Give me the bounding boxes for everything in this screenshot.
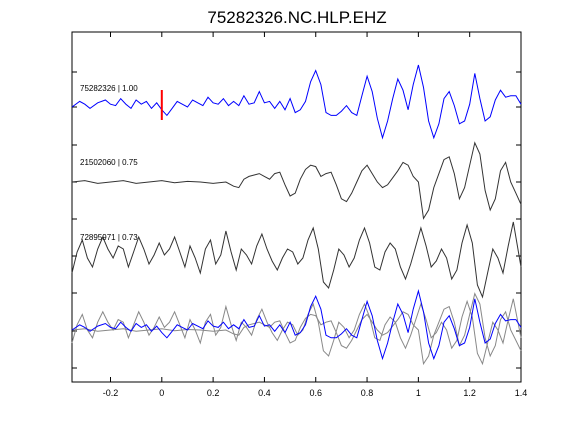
trace-label: 75282326 | 1.00 <box>80 84 138 93</box>
trace-labels: 75282326 | 1.00 21502060 | 0.75 72895971 |… <box>80 84 138 242</box>
x-tick-label: 1 <box>416 388 421 398</box>
x-tick-label: 1.4 <box>515 388 528 398</box>
axis-ticks: -0.2 0 0.2 0.4 0.6 0.8 1 1.2 1.4 <box>72 32 527 398</box>
overlay-line <box>71 292 522 366</box>
trace-group <box>71 64 522 299</box>
trace-line <box>71 64 522 140</box>
x-tick-label: -0.2 <box>103 388 119 398</box>
x-tick-label: 0.2 <box>207 388 220 398</box>
x-tick-label: 1.2 <box>463 388 476 398</box>
trace-label: 21502060 | 0.75 <box>80 158 138 167</box>
trace-label: 72895971 | 0.73 <box>80 233 138 242</box>
overlay-line <box>71 298 522 366</box>
trace-line <box>71 221 522 299</box>
chart-title: 75282326.NC.HLP.EHZ <box>207 8 386 27</box>
plot-frame <box>71 31 522 383</box>
x-tick-label: 0.6 <box>309 388 322 398</box>
x-tick-label: 0 <box>159 388 164 398</box>
x-tick-label: 0.4 <box>258 388 271 398</box>
x-tick-label: 0.8 <box>361 388 374 398</box>
overlay-group <box>71 289 522 366</box>
overlay-line <box>71 289 522 361</box>
trace-line <box>71 141 522 220</box>
